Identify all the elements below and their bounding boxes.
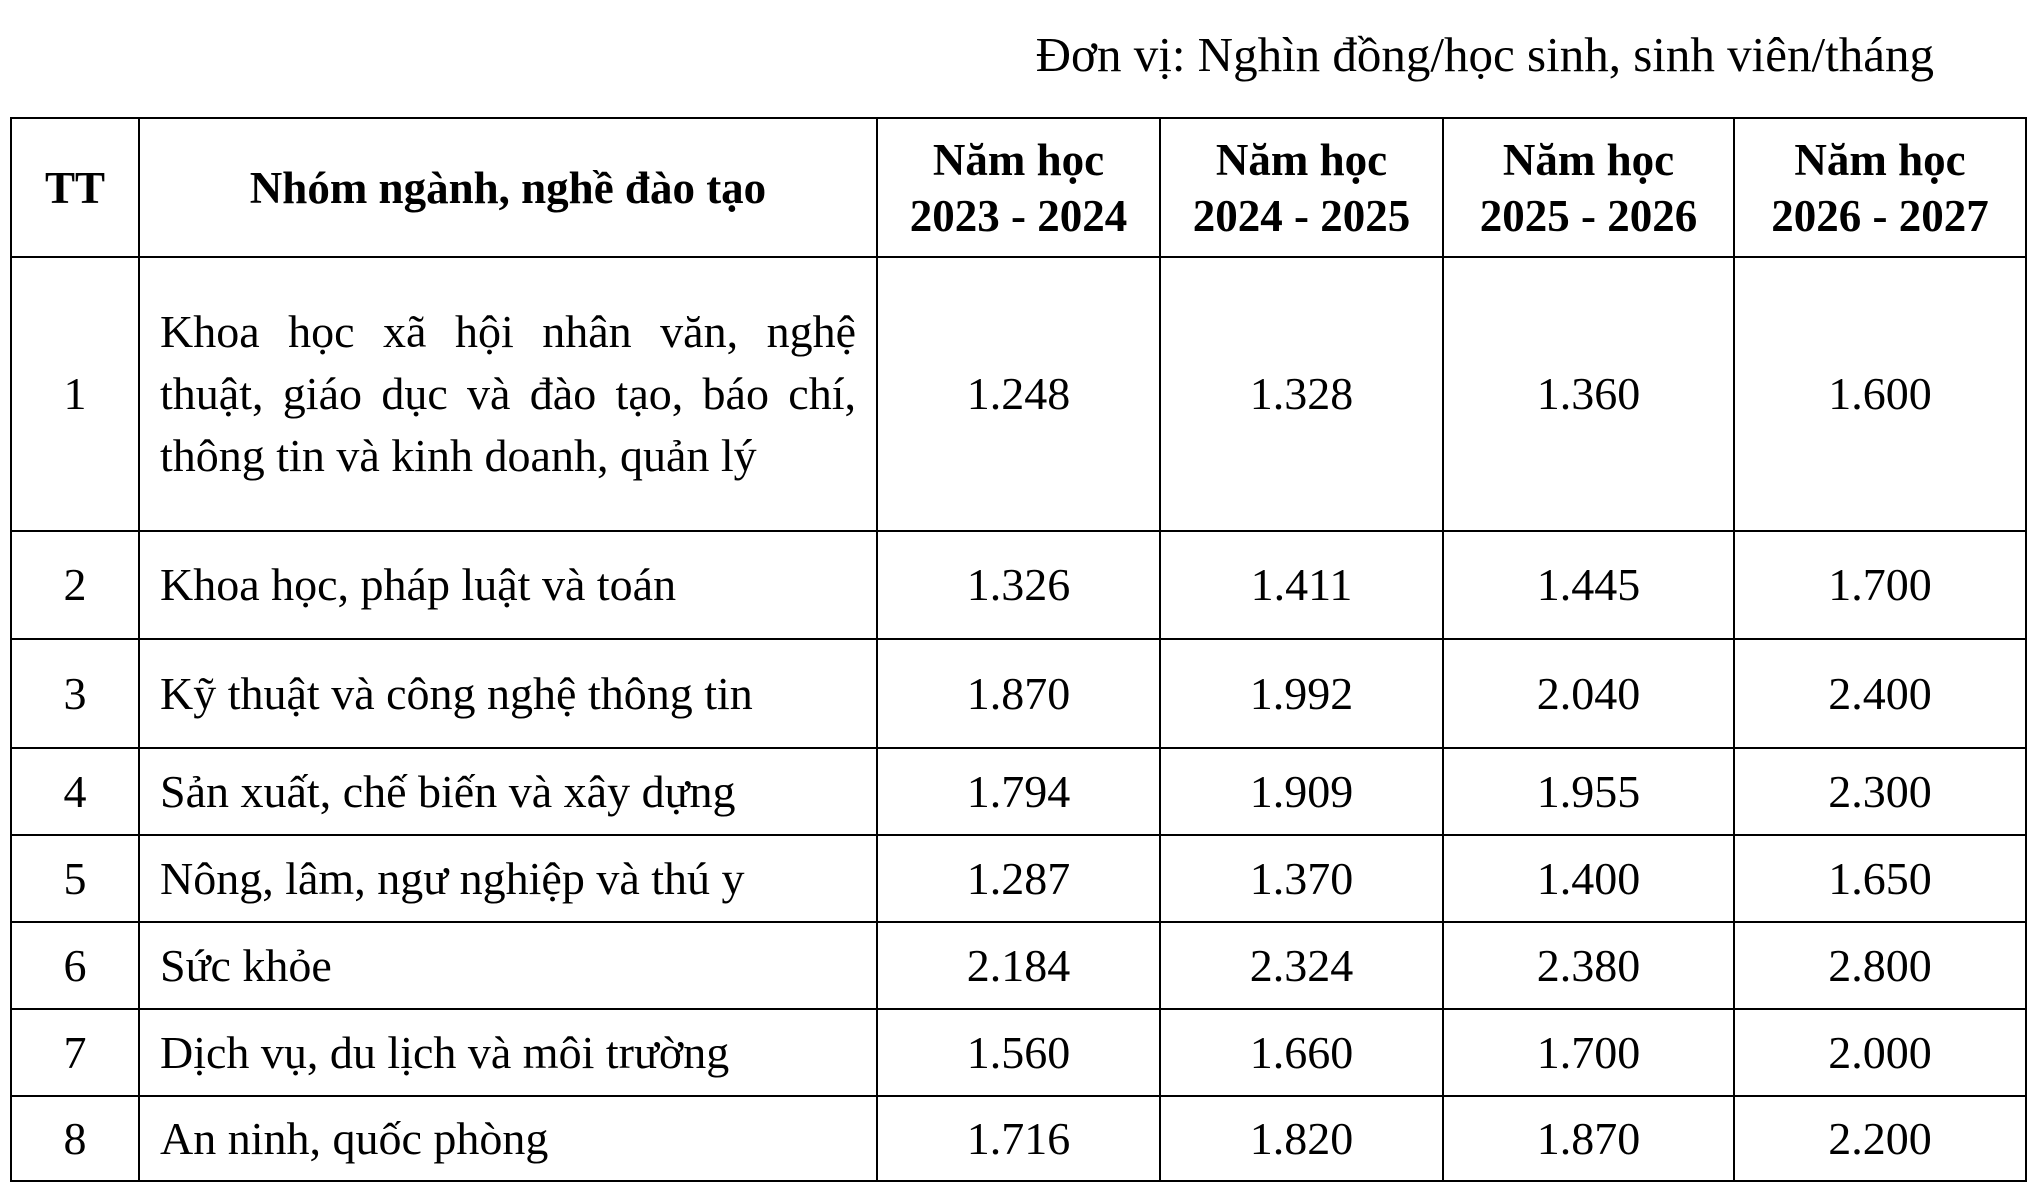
fee-value: 1.870 [1442, 1095, 1735, 1182]
group-name: Khoa học xã hội nhân văn, nghệ thuật, gi… [138, 256, 878, 532]
group-name: Kỹ thuật và công nghệ thông tin [138, 638, 878, 749]
header-year-2026: Năm học 2026 - 2027 [1733, 117, 2027, 258]
header-year-2024: Năm học 2024 - 2025 [1159, 117, 1444, 258]
fee-value: 1.700 [1442, 1008, 1735, 1097]
fee-value: 1.248 [876, 256, 1161, 532]
table-row: 1 Khoa học xã hội nhân văn, nghệ thuật, … [10, 256, 2027, 532]
fee-value: 1.445 [1442, 530, 1735, 640]
fee-value: 1.820 [1159, 1095, 1444, 1182]
row-number: 5 [10, 834, 140, 923]
header-year-range: 2025 - 2026 [1479, 190, 1698, 241]
row-number: 8 [10, 1095, 140, 1182]
fee-value: 2.380 [1442, 921, 1735, 1010]
table-row: 2 Khoa học, pháp luật và toán 1.326 1.41… [10, 530, 2027, 640]
fee-value: 1.794 [876, 747, 1161, 836]
fee-value: 2.800 [1733, 921, 2027, 1010]
header-year-label: Năm học [1215, 134, 1388, 185]
header-year-label: Năm học [932, 134, 1105, 185]
unit-note: Đơn vị: Nghìn đồng/học sinh, sinh viên/t… [1035, 27, 1934, 82]
table-row: 4 Sản xuất, chế biến và xây dựng 1.794 1… [10, 747, 2027, 836]
table-row: 8 An ninh, quốc phòng 1.716 1.820 1.870 … [10, 1095, 2027, 1182]
fee-value: 1.716 [876, 1095, 1161, 1182]
fee-value: 2.184 [876, 921, 1161, 1010]
row-number: 4 [10, 747, 140, 836]
header-tt: TT [10, 117, 140, 258]
header-year-range: 2023 - 2024 [909, 190, 1128, 241]
row-number: 2 [10, 530, 140, 640]
fee-value: 1.326 [876, 530, 1161, 640]
fee-value: 2.200 [1733, 1095, 2027, 1182]
header-year-range: 2026 - 2027 [1771, 190, 1989, 241]
row-number: 1 [10, 256, 140, 532]
fee-value: 1.370 [1159, 834, 1444, 923]
fee-value: 2.300 [1733, 747, 2027, 836]
fee-value: 1.700 [1733, 530, 2027, 640]
fee-value: 1.992 [1159, 638, 1444, 749]
table-row: 6 Sức khỏe 2.184 2.324 2.380 2.800 [10, 921, 2027, 1010]
fee-value: 2.040 [1442, 638, 1735, 749]
fee-value: 1.560 [876, 1008, 1161, 1097]
table-row: 3 Kỹ thuật và công nghệ thông tin 1.870 … [10, 638, 2027, 749]
group-name: Sản xuất, chế biến và xây dựng [138, 747, 878, 836]
fee-value: 1.870 [876, 638, 1161, 749]
fee-value: 1.411 [1159, 530, 1444, 640]
fee-value: 1.360 [1442, 256, 1735, 532]
table-row: 7 Dịch vụ, du lịch và môi trường 1.560 1… [10, 1008, 2027, 1097]
header-year-2025: Năm học 2025 - 2026 [1442, 117, 1735, 258]
header-year-range: 2024 - 2025 [1192, 190, 1411, 241]
fee-value: 2.000 [1733, 1008, 2027, 1097]
table-header-row: TT Nhóm ngành, nghề đào tạo Năm học 2023… [10, 117, 2027, 258]
row-number: 6 [10, 921, 140, 1010]
tuition-table: TT Nhóm ngành, nghề đào tạo Năm học 2023… [10, 117, 2027, 1182]
fee-value: 1.909 [1159, 747, 1444, 836]
row-number: 3 [10, 638, 140, 749]
fee-value: 1.600 [1733, 256, 2027, 532]
fee-value: 2.400 [1733, 638, 2027, 749]
group-name: Sức khỏe [138, 921, 878, 1010]
fee-value: 1.328 [1159, 256, 1444, 532]
group-name: Dịch vụ, du lịch và môi trường [138, 1008, 878, 1097]
fee-value: 1.287 [876, 834, 1161, 923]
header-year-label: Năm học [1502, 134, 1675, 185]
group-name: Nông, lâm, ngư nghiệp và thú y [138, 834, 878, 923]
fee-value: 1.660 [1159, 1008, 1444, 1097]
fee-value: 1.650 [1733, 834, 2027, 923]
row-number: 7 [10, 1008, 140, 1097]
header-year-label: Năm học [1794, 134, 1966, 185]
fee-value: 2.324 [1159, 921, 1444, 1010]
fee-value: 1.400 [1442, 834, 1735, 923]
header-year-2023: Năm học 2023 - 2024 [876, 117, 1161, 258]
fee-value: 1.955 [1442, 747, 1735, 836]
group-name: Khoa học, pháp luật và toán [138, 530, 878, 640]
group-name: An ninh, quốc phòng [138, 1095, 878, 1182]
header-group: Nhóm ngành, nghề đào tạo [138, 117, 878, 258]
table-row: 5 Nông, lâm, ngư nghiệp và thú y 1.287 1… [10, 834, 2027, 923]
